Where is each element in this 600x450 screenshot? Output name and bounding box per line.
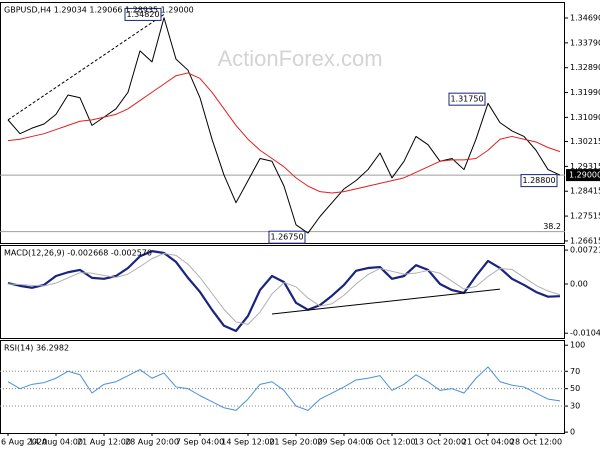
y-tick-label: 1.31990 [570,88,600,97]
panel-title: GBPUSD,H4 1.29034 1.29066 1.28935 1.2900… [4,6,194,15]
y-tick-label: 1.29315 [570,162,600,171]
y-tick-label: 1.28415 [570,187,600,196]
y-tick-label: 1.33790 [570,38,600,47]
annotation-box [448,92,486,106]
y-tick-label: 1.26615 [570,236,600,245]
x-tick-label: 14 Sep 12:00 [221,438,274,447]
x-tick-label: 14 Aug 04:00 [29,438,83,447]
annotation-label: 1.34820 [126,10,159,19]
series-line [7,252,561,325]
annotation-label: 1.26750 [270,233,303,242]
panel-frame [0,245,565,339]
x-tick-label: 6 Aug 2020 [1,438,47,447]
trendline [7,14,165,121]
x-tick-label: 21 Sep 20:00 [269,438,322,447]
y-tick-label: 0.007213 [570,246,600,255]
y-tick-label: 1.32890 [570,63,600,72]
panel-frame [0,340,565,434]
y-tick-label: -0.01048 [570,329,600,338]
y-tick-label: 50 [570,384,580,393]
x-tick-label: 21 Aug 12:00 [77,438,131,447]
y-tick-label: 70 [570,367,580,376]
series-line [7,366,561,411]
annotation-box [124,7,162,21]
trendline [271,288,501,315]
y-tick-label: 1.27515 [570,212,600,221]
x-tick-label: 21 Oct 04:00 [462,438,514,447]
y-tick-label: 1.30215 [570,137,600,146]
y-tick-label: 0.00 [570,279,588,288]
annotation-box [520,174,558,188]
y-tick-label: 100 [570,341,585,350]
y-tick-label: 0 [570,428,575,437]
x-tick-label: 29 Sep 04:00 [317,438,370,447]
y-tick-label: 1.31090 [570,113,600,122]
x-tick-label: 7 Sep 04:00 [176,438,224,447]
x-tick-label: 6 Oct 12:00 [368,438,415,447]
x-tick-label: 13 Oct 20:00 [414,438,466,447]
panel-title: MACD(12,26,9) -0.002668 -0.002570 [4,249,152,258]
y-tick-label: 1.34690 [570,14,600,23]
watermark: ActionForex.com [217,46,382,71]
y-tick-label: 30 [570,402,580,411]
last-price-label: 1.29000 [569,171,600,180]
series-line [7,72,561,194]
annotation-label: 1.28800 [522,176,555,185]
x-tick-label: 28 Oct 12:00 [510,438,562,447]
annotation-box [268,230,306,244]
annotation-label: 1.31750 [450,95,483,104]
last-price-box [566,169,600,182]
panel-title: RSI(14) 36.2982 [4,344,69,353]
x-tick-label: 28 Aug 20:00 [125,438,179,447]
fib-label: 38.2 [543,222,561,231]
